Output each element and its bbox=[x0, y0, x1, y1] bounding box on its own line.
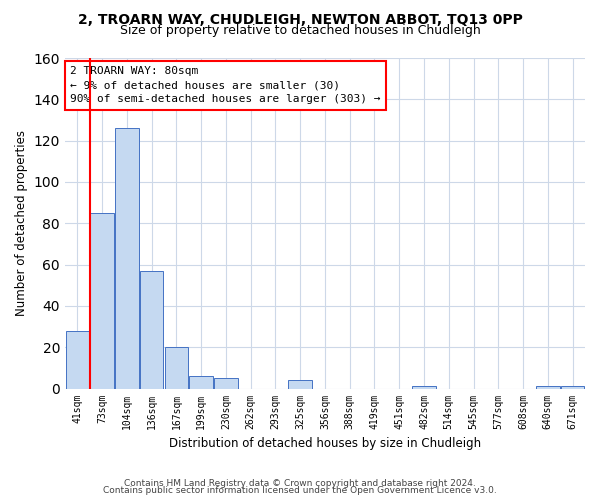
X-axis label: Distribution of detached houses by size in Chudleigh: Distribution of detached houses by size … bbox=[169, 437, 481, 450]
Bar bbox=[412, 386, 436, 388]
Bar bbox=[164, 347, 188, 389]
Text: 2, TROARN WAY, CHUDLEIGH, NEWTON ABBOT, TQ13 0PP: 2, TROARN WAY, CHUDLEIGH, NEWTON ABBOT, … bbox=[77, 12, 523, 26]
Bar bbox=[65, 330, 89, 388]
Bar bbox=[190, 376, 213, 388]
Bar bbox=[289, 380, 312, 388]
Bar bbox=[561, 386, 584, 388]
Bar bbox=[536, 386, 560, 388]
Bar bbox=[140, 271, 163, 388]
Text: Contains HM Land Registry data © Crown copyright and database right 2024.: Contains HM Land Registry data © Crown c… bbox=[124, 478, 476, 488]
Text: 2 TROARN WAY: 80sqm
← 9% of detached houses are smaller (30)
90% of semi-detache: 2 TROARN WAY: 80sqm ← 9% of detached hou… bbox=[70, 66, 380, 104]
Y-axis label: Number of detached properties: Number of detached properties bbox=[15, 130, 28, 316]
Bar bbox=[91, 213, 114, 388]
Bar bbox=[214, 378, 238, 388]
Text: Size of property relative to detached houses in Chudleigh: Size of property relative to detached ho… bbox=[119, 24, 481, 37]
Text: Contains public sector information licensed under the Open Government Licence v3: Contains public sector information licen… bbox=[103, 486, 497, 495]
Bar bbox=[115, 128, 139, 388]
